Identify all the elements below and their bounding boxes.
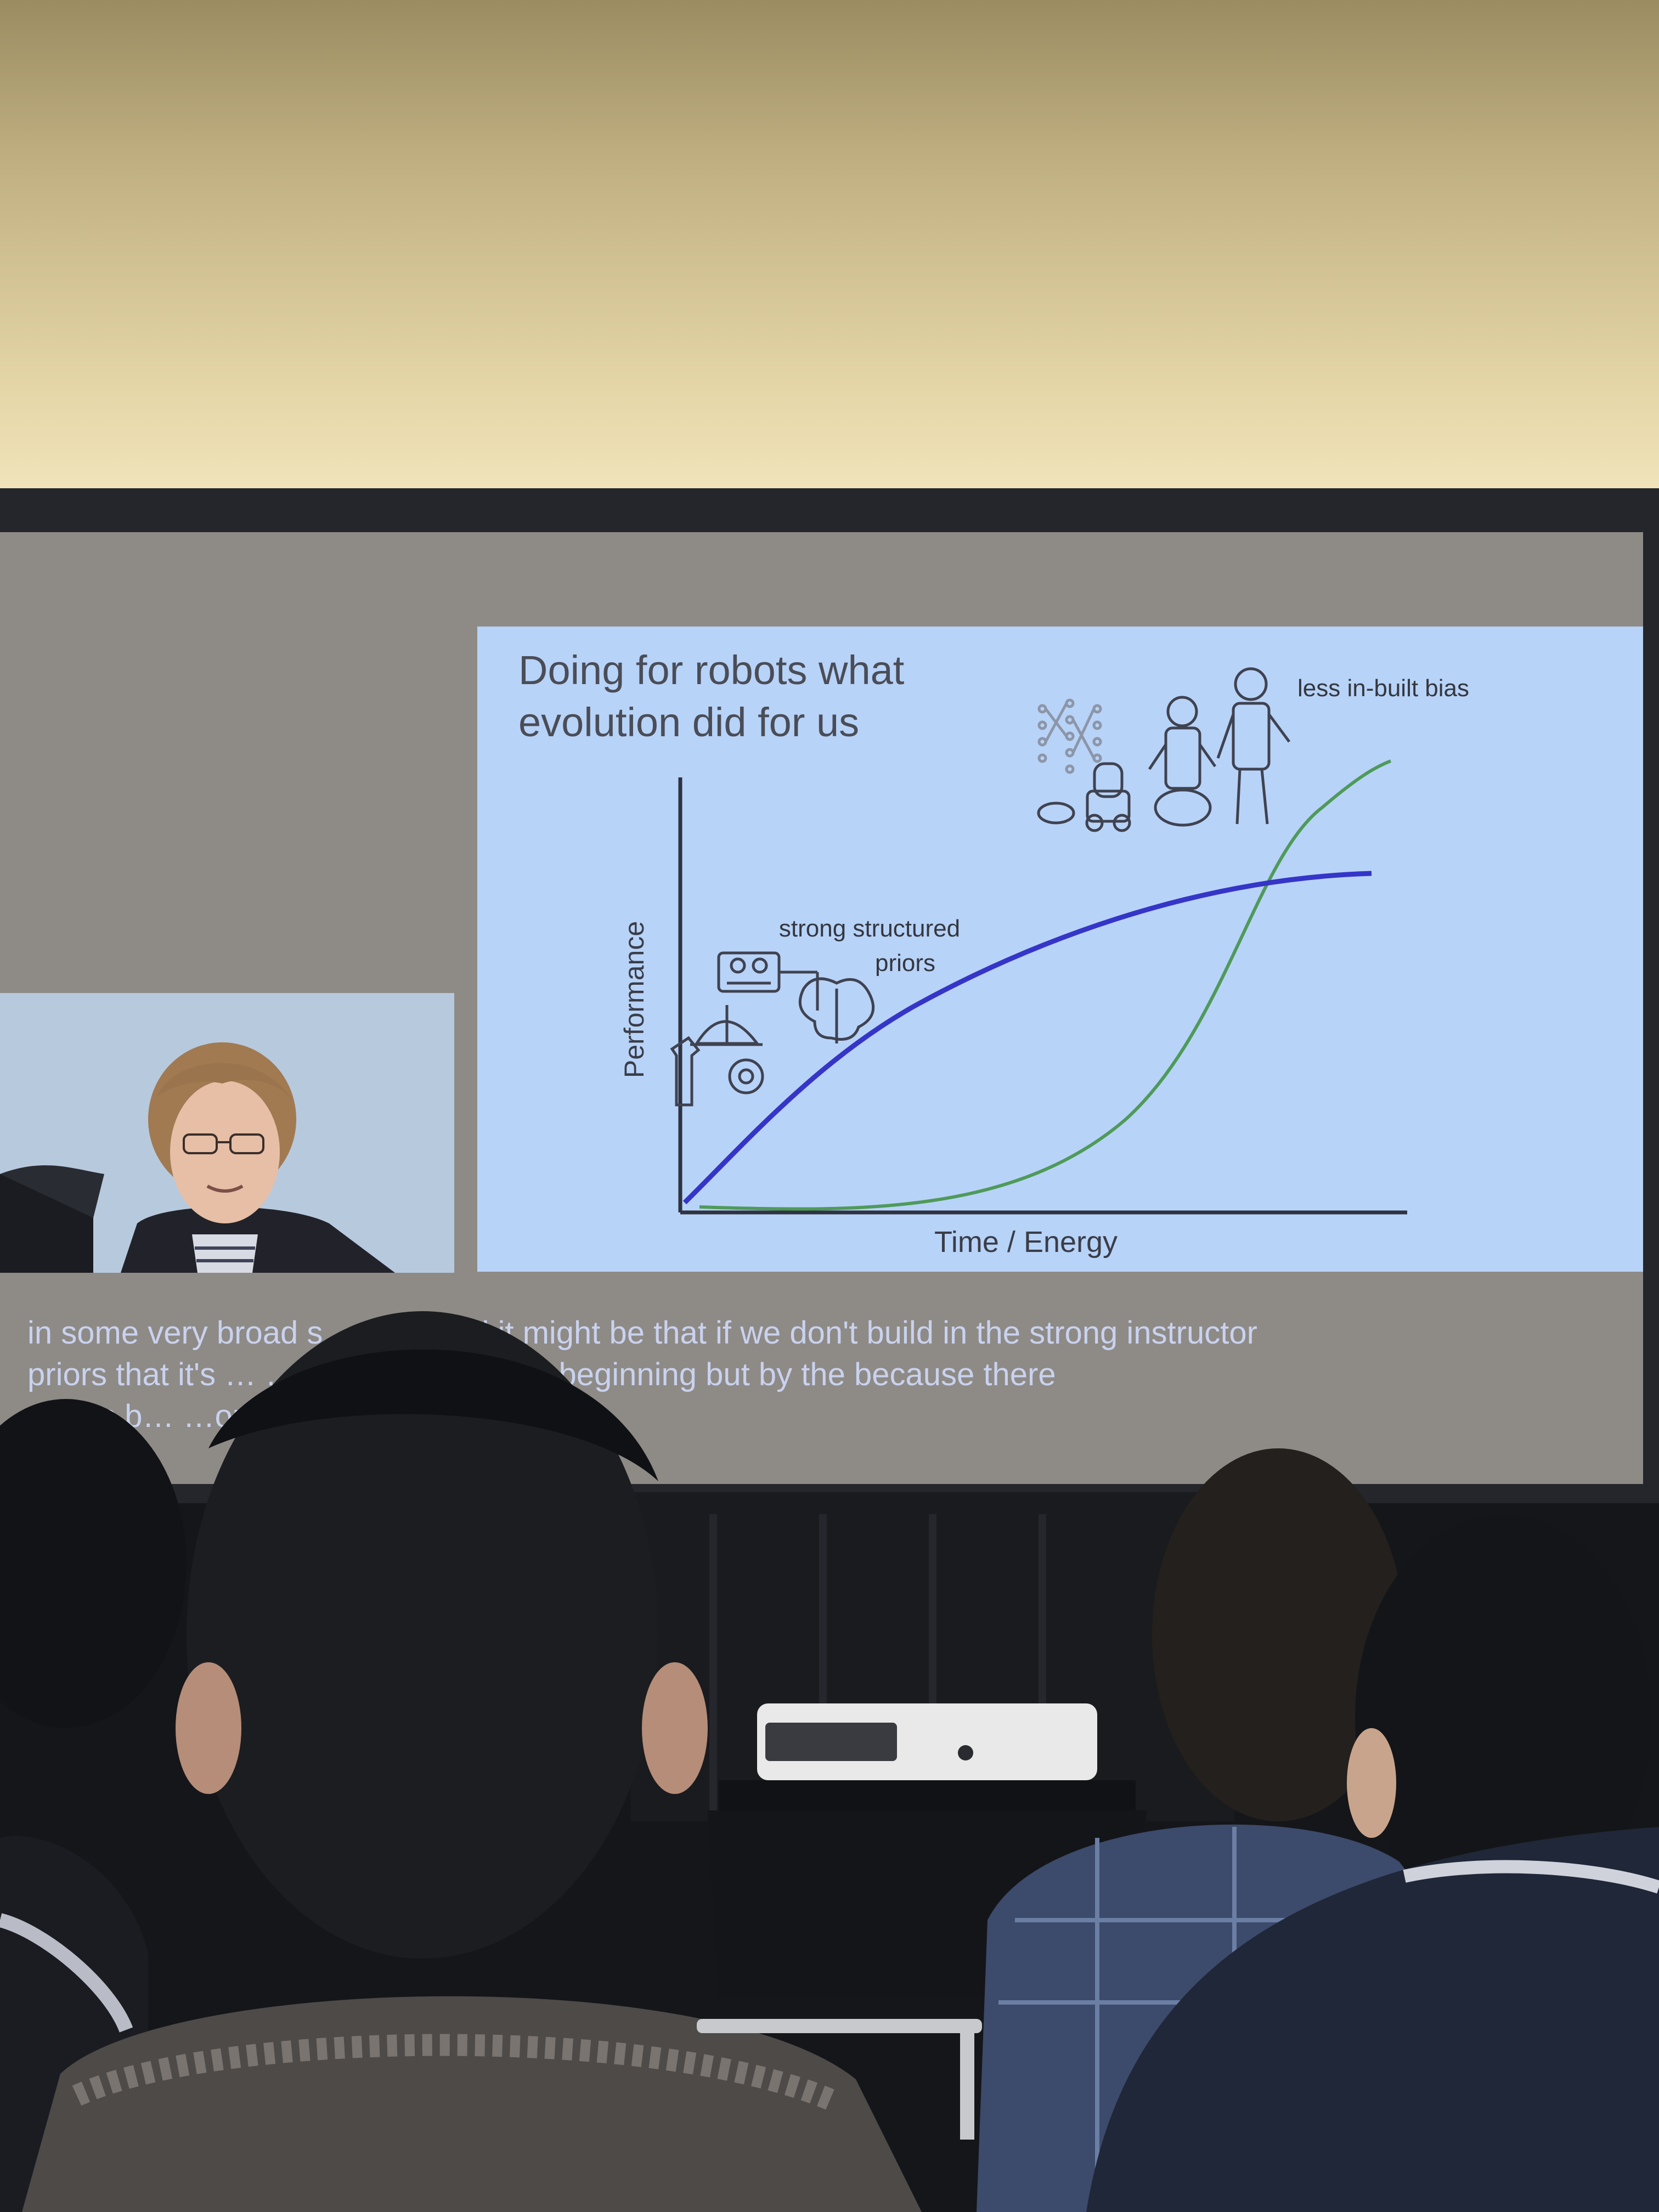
humanoid-robot-icon [1216,667,1291,825]
green-curve [699,759,1392,1211]
wrench-icon [670,1036,701,1107]
neural-network-icon [1037,698,1102,774]
robots-illustration [1037,667,1291,832]
y-axis-label: Performance [619,921,650,1078]
caption-line-1: in some very broad s… …ks and it might b… [27,1315,1257,1351]
gear-icon [728,1058,764,1094]
small-robot-icon [1085,762,1131,832]
toolbox-robot-icon [717,951,819,1011]
slide-title-line1: Doing for robots what [518,647,905,693]
blue-curve [682,871,1372,1205]
speaker-video [0,993,454,1273]
audience-member-right-front [1086,1514,1659,2212]
structured-priors-icons [670,951,875,1107]
audience-member-center [22,1311,922,2212]
ceiling [0,0,1659,494]
slide-chart: Doing for robots what evolution did for … [518,647,1469,1259]
speaker-person [121,1042,395,1273]
annotation-less-bias: less in-built bias [1297,675,1469,702]
annotation-strong-priors-line1: strong structured [779,915,960,942]
brain-icon [798,977,875,1043]
chair-back [697,2019,982,2140]
x-axis-label: Time / Energy [934,1226,1118,1259]
slide-title-line2: evolution did for us [518,699,859,745]
hardhat-icon [690,1005,763,1046]
speaker-webcam-inset [0,993,454,1273]
vacuum-robot-icon [1037,802,1075,825]
stage-drape [631,1492,1234,1821]
presentation-slide: Doing for robots what evolution did for … [477,627,1643,1272]
service-robot-icon [1148,696,1217,827]
annotation-strong-priors-line2: priors [875,950,935,977]
